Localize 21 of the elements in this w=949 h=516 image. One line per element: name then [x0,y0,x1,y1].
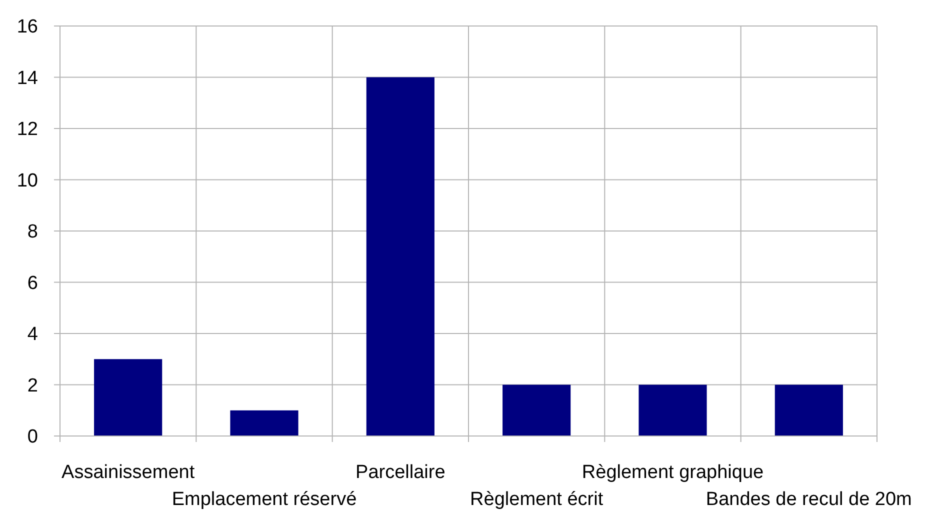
bar [230,410,298,436]
y-tick-label: 8 [27,222,38,243]
bar [366,77,434,436]
y-tick-label: 10 [16,170,38,192]
y-tick-label: 4 [27,324,38,346]
y-tick-label: 14 [16,68,38,89]
bar [774,384,843,436]
x-tick-label: Bandes de recul de 20m [706,489,912,510]
x-tick-label: Parcellaire [356,462,446,483]
x-tick-label: Règlement écrit [470,489,604,510]
y-tick-label: 2 [27,375,38,396]
y-tick-label: 0 [27,426,38,448]
x-tick-label: Assainissement [62,462,196,483]
x-tick-label: Emplacement réservé [172,489,357,510]
bar [502,384,571,436]
x-tick-label: Règlement graphique [582,462,764,483]
bar [638,384,707,436]
y-tick-label: 12 [16,119,38,140]
y-tick-label: 16 [16,16,38,38]
bar [94,359,162,436]
y-tick-label: 6 [27,272,38,294]
